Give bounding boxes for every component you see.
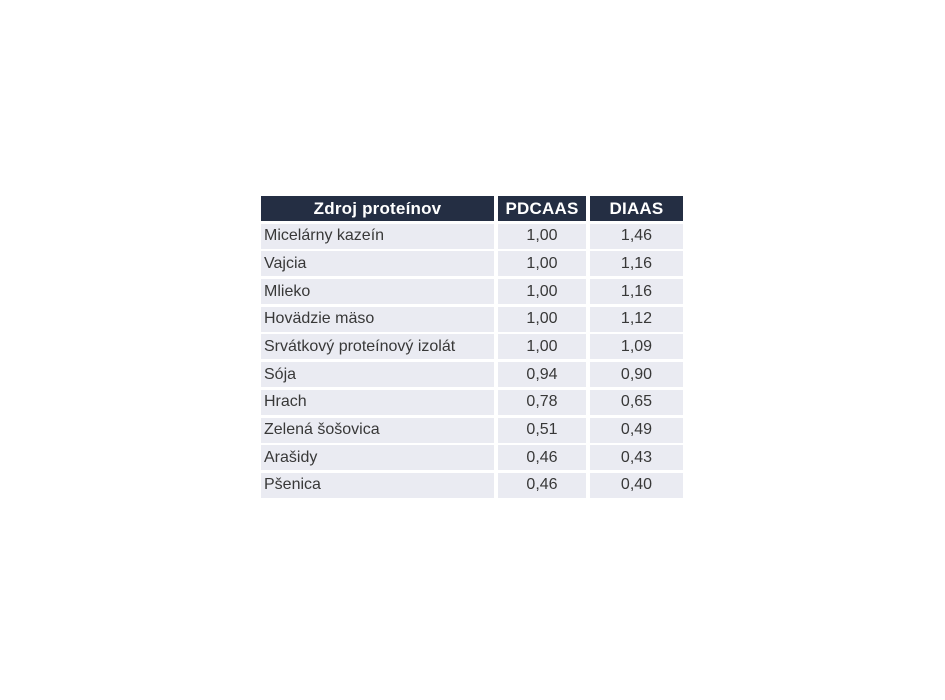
cell-protein-source: Zelená šošovica <box>261 417 494 443</box>
column-header-source: Zdroj proteínov <box>261 196 494 221</box>
cell-diaas: 1,12 <box>590 306 683 332</box>
cell-pdcaas: 0,94 <box>498 362 586 388</box>
cell-pdcaas: 1,00 <box>498 279 586 305</box>
cell-diaas: 0,40 <box>590 472 683 498</box>
cell-diaas: 1,46 <box>590 223 683 249</box>
cell-protein-source: Pšenica <box>261 472 494 498</box>
cell-protein-source: Srvátkový proteínový izolát <box>261 334 494 360</box>
cell-protein-source: Sója <box>261 362 494 388</box>
cell-diaas: 0,90 <box>590 362 683 388</box>
cell-diaas: 1,16 <box>590 251 683 277</box>
column-header-pdcaas: PDCAAS <box>498 196 586 221</box>
cell-diaas: 0,65 <box>590 389 683 415</box>
cell-pdcaas: 0,78 <box>498 389 586 415</box>
cell-diaas: 0,49 <box>590 417 683 443</box>
cell-pdcaas: 0,51 <box>498 417 586 443</box>
cell-pdcaas: 1,00 <box>498 334 586 360</box>
cell-protein-source: Mlieko <box>261 279 494 305</box>
cell-diaas: 0,43 <box>590 445 683 471</box>
cell-pdcaas: 1,00 <box>498 251 586 277</box>
cell-diaas: 1,09 <box>590 334 683 360</box>
cell-protein-source: Hovädzie mäso <box>261 306 494 332</box>
cell-pdcaas: 0,46 <box>498 472 586 498</box>
column-header-diaas: DIAAS <box>590 196 683 221</box>
cell-pdcaas: 0,46 <box>498 445 586 471</box>
protein-table: Zdroj proteínov PDCAAS DIAAS Micelárny k… <box>261 196 683 498</box>
cell-pdcaas: 1,00 <box>498 223 586 249</box>
cell-pdcaas: 1,00 <box>498 306 586 332</box>
cell-protein-source: Arašidy <box>261 445 494 471</box>
cell-protein-source: Hrach <box>261 389 494 415</box>
cell-diaas: 1,16 <box>590 279 683 305</box>
cell-protein-source: Micelárny kazeín <box>261 223 494 249</box>
cell-protein-source: Vajcia <box>261 251 494 277</box>
